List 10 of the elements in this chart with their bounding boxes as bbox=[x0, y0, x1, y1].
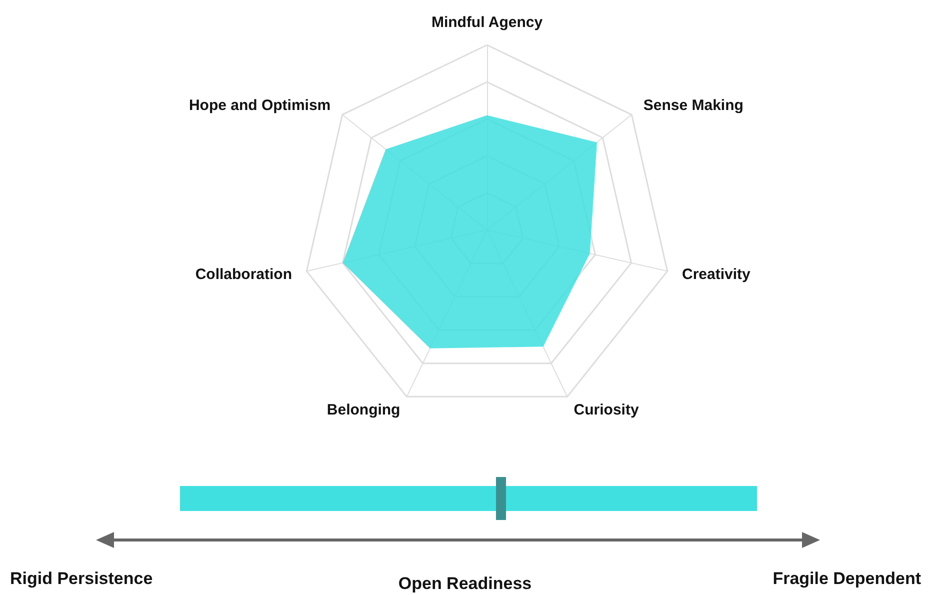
spoke-label: Curiosity bbox=[574, 402, 640, 419]
spoke-label: Mindful Agency bbox=[431, 14, 544, 31]
text: Rigid Persistence bbox=[10, 569, 153, 588]
spoke-label: Collaboration bbox=[195, 266, 292, 284]
spoke-label: Creativity bbox=[682, 266, 752, 284]
text: Open Readiness bbox=[398, 574, 532, 593]
text: Fragile Dependent bbox=[772, 569, 922, 588]
spoke-label: Hope and Optimism bbox=[188, 96, 331, 114]
spoke-label: Sense Making bbox=[643, 96, 744, 114]
spoke-label: Belonging bbox=[326, 402, 400, 419]
